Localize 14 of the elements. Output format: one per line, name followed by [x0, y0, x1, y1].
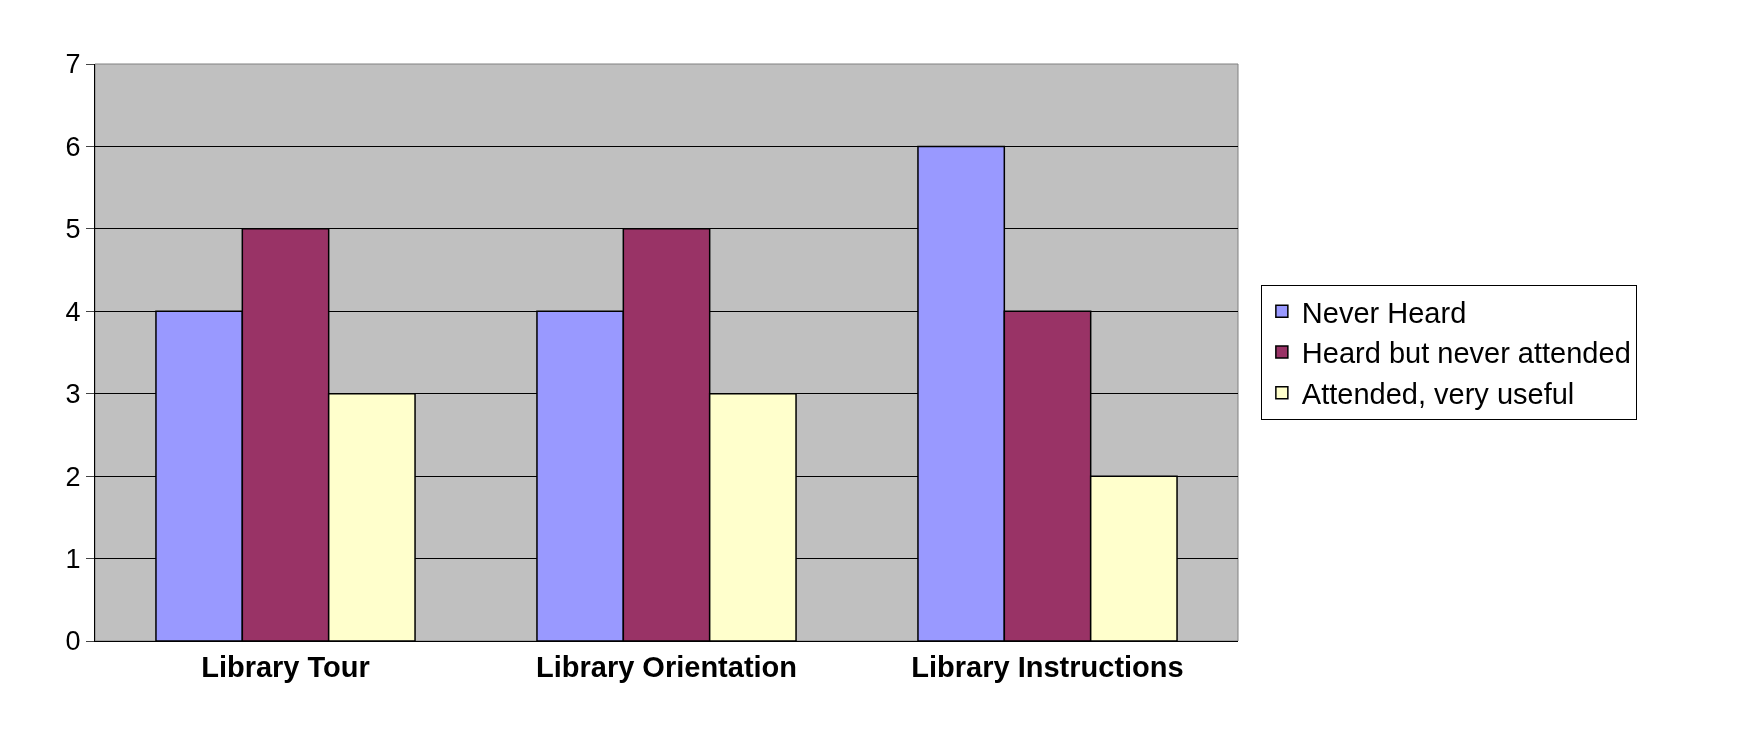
- x-tick-label: Library Orientation: [535, 650, 798, 683]
- x-tick-label: Library Instructions: [911, 650, 1184, 683]
- y-tick-label: 0: [65, 626, 81, 657]
- y-tick-label: 2: [65, 461, 81, 492]
- y-tick-label: 5: [65, 214, 81, 245]
- legend-label: Attended, very useful: [1301, 378, 1575, 411]
- y-tick-label: 1: [65, 544, 81, 575]
- y-tick-label: 4: [65, 296, 81, 327]
- legend-label: Heard but never attended: [1301, 337, 1631, 370]
- y-tick-label: 3: [65, 379, 81, 410]
- y-tick-label: 6: [65, 131, 81, 162]
- x-tick-label: Library Tour: [201, 650, 370, 683]
- y-tick-label: 7: [65, 49, 81, 80]
- legend-label: Never Heard: [1301, 296, 1467, 329]
